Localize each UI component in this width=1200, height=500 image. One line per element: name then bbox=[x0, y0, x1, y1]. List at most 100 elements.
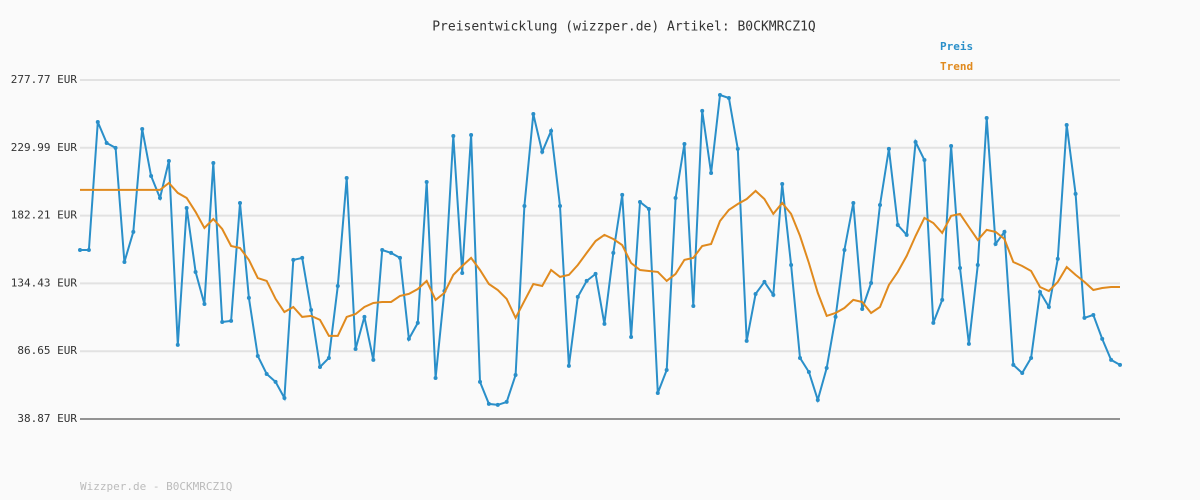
point bbox=[1046, 304, 1051, 309]
point bbox=[1055, 256, 1060, 261]
point bbox=[1091, 312, 1096, 317]
point bbox=[371, 357, 376, 362]
chart-title: Preisentwicklung (wizzper.de) Artikel: B… bbox=[432, 20, 816, 35]
point bbox=[211, 160, 216, 165]
series-line bbox=[80, 181, 1120, 337]
point bbox=[202, 302, 207, 307]
point bbox=[353, 347, 358, 352]
point bbox=[1082, 315, 1087, 320]
point bbox=[620, 192, 625, 197]
point bbox=[593, 271, 598, 276]
y-tick-label: 38.87 EUR bbox=[17, 412, 77, 425]
point bbox=[886, 146, 891, 151]
point bbox=[735, 146, 740, 151]
y-tick-label: 182.21 EUR bbox=[11, 209, 78, 222]
point bbox=[975, 262, 980, 267]
point bbox=[584, 278, 589, 283]
point bbox=[166, 158, 171, 163]
point bbox=[602, 321, 607, 326]
point bbox=[540, 149, 545, 154]
point bbox=[220, 320, 225, 325]
point bbox=[246, 295, 251, 300]
point bbox=[229, 318, 234, 323]
point bbox=[1011, 362, 1016, 367]
point bbox=[335, 283, 340, 288]
point bbox=[949, 143, 954, 148]
point bbox=[255, 353, 260, 358]
legend-entry: Preis bbox=[940, 40, 973, 53]
point bbox=[264, 371, 269, 376]
point bbox=[149, 174, 154, 179]
point bbox=[495, 402, 500, 407]
point bbox=[460, 270, 465, 275]
point bbox=[326, 355, 331, 360]
point bbox=[184, 205, 189, 210]
point bbox=[424, 179, 429, 184]
point bbox=[300, 255, 305, 260]
point bbox=[851, 200, 856, 205]
point bbox=[824, 366, 829, 371]
point bbox=[922, 157, 927, 162]
point bbox=[131, 229, 136, 234]
point bbox=[398, 255, 402, 260]
point bbox=[895, 222, 900, 227]
point bbox=[575, 294, 580, 299]
point bbox=[238, 200, 242, 205]
point bbox=[380, 247, 385, 252]
point bbox=[318, 365, 322, 370]
point bbox=[726, 95, 731, 100]
point bbox=[860, 306, 865, 311]
point bbox=[664, 368, 669, 373]
y-tick-label: 277.77 EUR bbox=[11, 73, 78, 86]
point bbox=[193, 269, 198, 274]
point bbox=[798, 355, 802, 360]
point bbox=[904, 232, 909, 237]
point bbox=[993, 241, 998, 246]
point bbox=[629, 334, 634, 339]
point bbox=[931, 320, 936, 325]
point bbox=[566, 363, 571, 368]
point bbox=[984, 115, 989, 120]
point bbox=[842, 247, 847, 252]
point bbox=[771, 292, 776, 297]
point bbox=[709, 171, 714, 176]
point bbox=[780, 181, 785, 186]
point bbox=[309, 307, 314, 312]
point bbox=[913, 139, 918, 144]
point bbox=[469, 133, 474, 138]
point bbox=[451, 134, 456, 139]
point bbox=[611, 250, 616, 255]
point bbox=[86, 247, 91, 252]
point bbox=[753, 291, 758, 296]
point bbox=[878, 202, 882, 207]
point bbox=[389, 250, 394, 255]
point bbox=[806, 369, 811, 374]
point bbox=[958, 265, 962, 270]
point bbox=[558, 203, 562, 208]
point bbox=[1020, 370, 1025, 375]
point bbox=[406, 336, 411, 341]
point bbox=[1118, 362, 1122, 367]
point bbox=[291, 257, 296, 262]
point bbox=[1064, 122, 1069, 127]
point bbox=[833, 314, 838, 319]
point bbox=[789, 262, 794, 267]
point bbox=[122, 260, 127, 265]
point bbox=[940, 297, 945, 302]
point bbox=[673, 196, 678, 201]
point bbox=[1109, 357, 1114, 362]
legend-entry: Trend bbox=[940, 60, 973, 73]
point bbox=[478, 379, 482, 384]
point bbox=[655, 390, 660, 395]
point bbox=[433, 375, 438, 380]
point bbox=[638, 199, 642, 204]
y-tick-label: 229.99 EUR bbox=[11, 141, 78, 154]
point bbox=[362, 314, 367, 319]
point bbox=[718, 92, 722, 97]
point bbox=[140, 127, 145, 132]
point bbox=[1038, 289, 1042, 294]
point bbox=[531, 112, 536, 117]
point bbox=[966, 341, 971, 346]
